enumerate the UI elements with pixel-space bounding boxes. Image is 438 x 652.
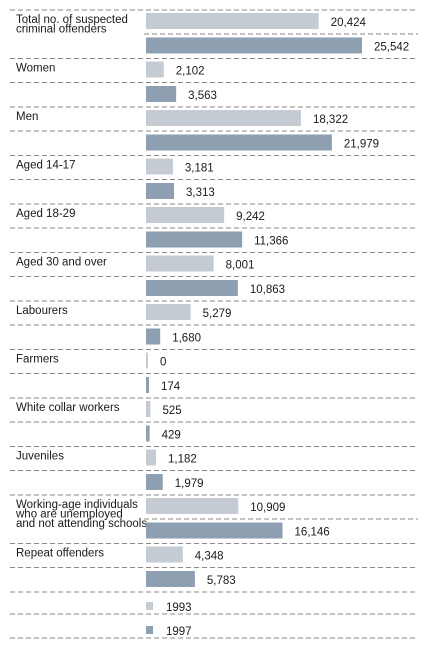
bar-1997 xyxy=(146,474,163,490)
legend-label: 1993 xyxy=(166,602,192,614)
bar-1993 xyxy=(146,110,301,126)
data-label: 10,863 xyxy=(250,284,285,296)
data-label: 0 xyxy=(160,357,166,369)
data-label: 20,424 xyxy=(331,17,367,29)
data-label: 21,979 xyxy=(344,139,379,151)
bar-1997 xyxy=(146,328,161,345)
data-label: 3,313 xyxy=(186,187,215,199)
data-label: 25,542 xyxy=(374,42,409,54)
data-label: 1,182 xyxy=(168,454,197,466)
data-label: 18,322 xyxy=(313,114,348,126)
legend-swatch xyxy=(146,602,153,610)
data-label: 1,680 xyxy=(172,333,201,345)
category-label: Farmers xyxy=(16,354,59,366)
bar-1993 xyxy=(146,352,148,369)
bar-1993 xyxy=(146,401,151,417)
legend-swatch xyxy=(146,626,153,634)
category-label: Aged 14-17 xyxy=(16,160,75,172)
bar-1997 xyxy=(146,280,238,296)
data-label: 5,783 xyxy=(207,575,236,587)
data-label: 525 xyxy=(162,405,181,417)
bar-1993 xyxy=(146,498,239,514)
category-label: Aged 30 and over xyxy=(16,257,107,269)
data-label: 429 xyxy=(162,430,181,442)
bar-1993 xyxy=(146,13,319,29)
data-label: 10,909 xyxy=(250,502,285,514)
data-label: 1,979 xyxy=(175,478,204,490)
category-label: White collar workers xyxy=(16,402,120,414)
bar-1993 xyxy=(146,449,156,466)
data-label: 4,348 xyxy=(195,551,224,563)
bar-1993 xyxy=(146,546,183,563)
data-label: 11,366 xyxy=(254,236,288,248)
bar-1993 xyxy=(146,61,164,78)
bar-1993 xyxy=(146,158,173,175)
bar-1997 xyxy=(146,86,177,102)
bar-1997 xyxy=(146,134,332,151)
category-label: Total no. of suspected criminal offenders xyxy=(16,14,128,36)
legend-label: 1997 xyxy=(166,626,192,638)
bar-1997 xyxy=(146,571,195,587)
bar-1997 xyxy=(146,522,283,539)
bar-1997 xyxy=(146,183,175,199)
category-label: Juveniles xyxy=(16,451,64,463)
category-label: Men xyxy=(16,111,38,123)
category-label: Women xyxy=(16,63,55,75)
data-label: 3,563 xyxy=(188,90,217,102)
bar-1997 xyxy=(146,37,362,54)
category-label: Working-age individuals who are unemploye… xyxy=(15,499,147,530)
data-label: 8,001 xyxy=(226,260,255,272)
category-label: Repeat offenders xyxy=(16,548,104,560)
bar-1997 xyxy=(146,425,150,442)
data-label: 9,242 xyxy=(236,211,265,223)
bar-1993 xyxy=(146,304,191,320)
data-label: 2,102 xyxy=(176,66,205,78)
bar-1993 xyxy=(146,255,214,272)
category-label: Labourers xyxy=(16,305,68,317)
data-label: 174 xyxy=(161,381,181,393)
bar-1993 xyxy=(146,207,225,223)
category-label: Aged 18-29 xyxy=(16,208,75,220)
bar-1997 xyxy=(146,231,243,248)
data-label: 5,279 xyxy=(203,308,232,320)
data-label: 16,146 xyxy=(295,527,330,539)
bar-1997 xyxy=(146,377,149,393)
data-label: 3,181 xyxy=(185,163,214,175)
